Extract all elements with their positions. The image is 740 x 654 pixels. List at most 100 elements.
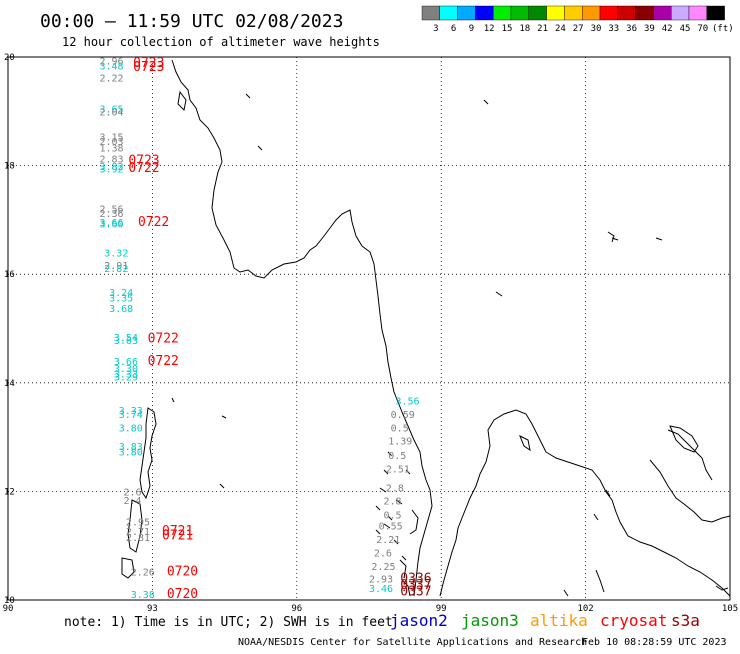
- wave-height-label: 3.74: [119, 410, 143, 421]
- coast-myanmar-north: [171, 59, 403, 413]
- wave-height-label: 2.6: [374, 549, 392, 560]
- little-andaman-island: [121, 557, 135, 579]
- pass-time-label: 0721: [162, 529, 193, 544]
- satellite-cryosat: cryosat: [600, 611, 667, 630]
- wave-height-label: 3.80: [119, 448, 143, 459]
- pass-time-label: 0722: [148, 354, 179, 369]
- legend-swatch: [510, 5, 529, 21]
- wave-height-label: 0.5: [391, 424, 409, 435]
- longitude-label: 102: [577, 604, 593, 614]
- pass-time-label: 0337: [400, 585, 431, 600]
- longitude-label: 93: [147, 604, 158, 614]
- legend-swatch: [599, 5, 618, 21]
- coco-island: [245, 93, 263, 151]
- wave-height-label: 2.8: [386, 483, 404, 494]
- pass-time-label: 0722: [148, 332, 179, 347]
- legend-swatch: [457, 5, 476, 21]
- wave-height-label: 1.38: [99, 143, 123, 154]
- wave-height-label: 2.36: [99, 209, 123, 220]
- coast-south-peninsula: [563, 569, 605, 597]
- right-islands: [715, 585, 729, 591]
- pass-time-label: 0720: [167, 587, 198, 602]
- wave-height-label: 0.5: [383, 511, 401, 522]
- wave-height-label: 1.39: [388, 437, 412, 448]
- wave-height-label: 0.59: [391, 410, 415, 421]
- coast-cambodia: [649, 459, 731, 523]
- small-islands-east: [171, 99, 663, 521]
- pass-time-label: 0721: [162, 524, 193, 539]
- coastlines: [121, 59, 731, 597]
- latitude-label: 14: [4, 379, 15, 389]
- legend-label: 70: [697, 24, 708, 34]
- wave-height-label: 2.56: [99, 204, 123, 215]
- wave-height-label: 3.33: [119, 406, 143, 417]
- legend-label: 6: [451, 24, 456, 34]
- wave-height-label: 3.30: [114, 364, 138, 375]
- legend-label: 27: [573, 24, 584, 34]
- wave-height-label: 3.35: [109, 293, 133, 304]
- wave-height-label: 3.63: [114, 336, 138, 347]
- longitude-label: 90: [3, 604, 14, 614]
- footer-note: note: 1) Time is in UTC; 2) SWH is in fe…: [64, 615, 393, 630]
- legend-swatch: [528, 5, 547, 21]
- wave-height-label: 3.68: [109, 304, 133, 315]
- coast-myanmar-south: [401, 411, 433, 597]
- legend-label: 3: [433, 24, 438, 34]
- andaman-north-island: [139, 407, 157, 500]
- cheduba-island: [177, 90, 187, 112]
- satellite-s3a: s3a: [671, 611, 700, 630]
- wave-height-label: 0.5: [388, 451, 406, 462]
- pass-time-label: 0720: [167, 565, 198, 580]
- wave-height-label: 0.55: [379, 521, 403, 532]
- wave-height-label: 2.21: [376, 535, 400, 546]
- map-frame: [7, 56, 731, 601]
- wave-height-label: 2.96: [99, 57, 123, 68]
- legend-label: 24: [555, 24, 566, 34]
- legend-label: 9: [469, 24, 474, 34]
- legend-swatch: [582, 5, 601, 21]
- wave-height-label: 3.48: [99, 61, 123, 72]
- legend-swatch: [706, 5, 725, 21]
- legend-swatch: [688, 5, 707, 21]
- legend-swatch: [439, 5, 458, 21]
- mergui-islands: [375, 451, 411, 561]
- wave-height-label: 3.82: [99, 162, 123, 173]
- wave-height-label: 2.4: [124, 496, 142, 507]
- map-subtitle: 12 hour collection of altimeter wave hei…: [62, 35, 380, 49]
- phuket-south: [401, 579, 411, 597]
- thai-inner-coast: [519, 434, 531, 452]
- footer-credit: NOAA/NESDIS Center for Satellite Applica…: [238, 637, 587, 648]
- legend-label: 18: [519, 24, 530, 34]
- wave-height-label: 2.03: [99, 137, 123, 148]
- legend-swatch: [617, 5, 636, 21]
- legend-swatch: [653, 5, 672, 21]
- wave-height-label: 2.82: [104, 264, 128, 275]
- color-legend: 3 6 9 12 15 18 21 24 27 30 33 36 39 42 45 70: [421, 5, 725, 34]
- wave-height-label: 3.33: [114, 369, 138, 380]
- footer-timestamp: Feb 10 08:28:59 UTC 2023: [582, 637, 727, 648]
- wave-height-label: 2.71: [126, 527, 150, 538]
- pass-time-label: 0723: [133, 56, 164, 71]
- legend-swatch: [635, 5, 654, 21]
- phuket-coast: [399, 509, 419, 579]
- wave-height-label: 3.24: [109, 288, 133, 299]
- wave-height-label: 3.60: [99, 220, 123, 231]
- wave-height-label: 2.95: [126, 518, 150, 529]
- longitude-label: 105: [722, 604, 738, 614]
- satellite-legend: jason2 jason3 altika cryosat s3a: [390, 611, 700, 630]
- legend-swatch: [421, 5, 440, 21]
- legend-label: 21: [537, 24, 548, 34]
- wave-height-label: 2.26: [131, 568, 155, 579]
- pass-time-label: 0723: [133, 60, 164, 75]
- wave-height-label: 2.04: [99, 108, 123, 119]
- andaman-south-island: [127, 499, 143, 553]
- wave-height-label: 3.15: [99, 133, 123, 144]
- wave-height-label: 2.83: [99, 154, 123, 165]
- graticule: [8, 57, 730, 600]
- latitude-labels: 20 18 16 14 12 10: [4, 53, 15, 606]
- legend-label: 15: [502, 24, 513, 34]
- longitude-labels: 90 93 96 99 102 105: [3, 604, 739, 614]
- satellite-jason2: jason2: [390, 611, 448, 630]
